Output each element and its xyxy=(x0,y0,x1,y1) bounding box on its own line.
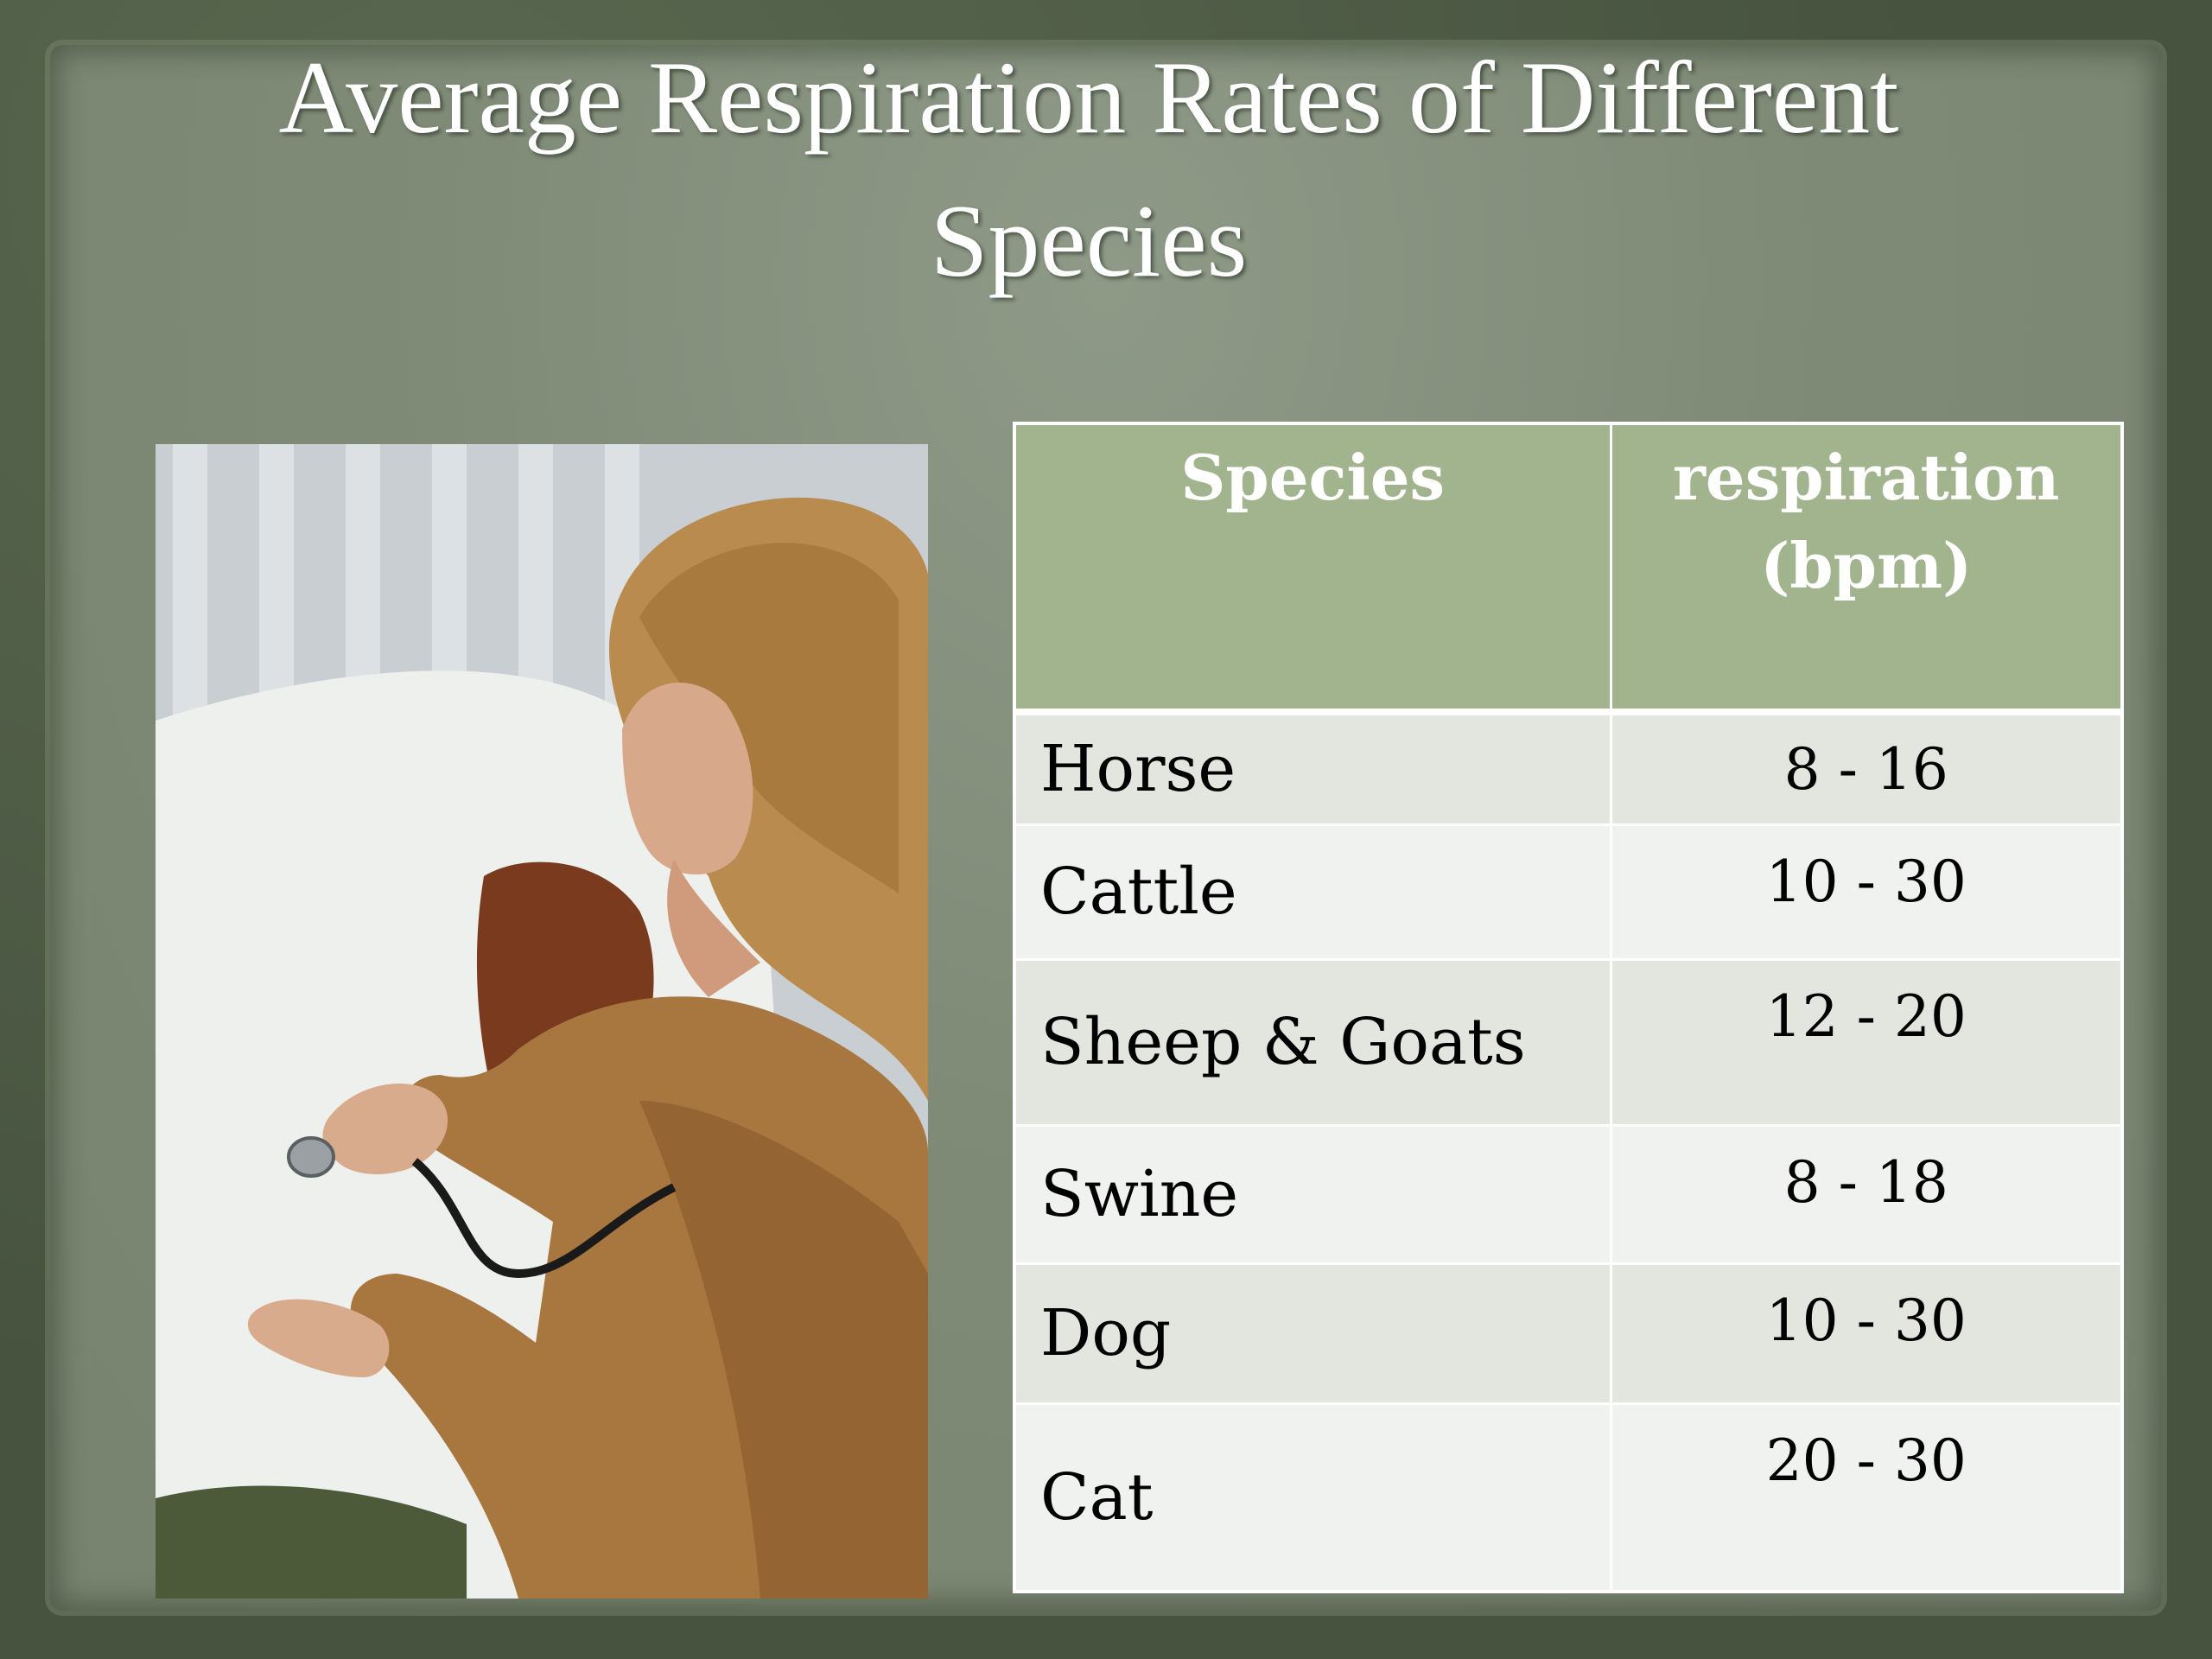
rate-cell: 10 - 30 xyxy=(1611,1263,2122,1405)
table-header-row: Species respiration (bpm) xyxy=(1014,423,2122,715)
table-row: Dog 10 - 30 xyxy=(1014,1263,2122,1405)
species-cell: Cat xyxy=(1014,1403,1612,1593)
species-cell: Horse xyxy=(1014,712,1612,826)
header-respiration-line-1: respiration xyxy=(1672,441,2060,514)
table-row: Swine 8 - 18 xyxy=(1014,1125,2122,1265)
title-line-2: Species xyxy=(930,183,1248,298)
slide-title: Average Respiration Rates of Different S… xyxy=(104,26,2074,313)
table-row: Sheep & Goats 12 - 20 xyxy=(1014,959,2122,1127)
species-cell: Swine xyxy=(1014,1125,1612,1265)
respiration-table: Species respiration (bpm) Horse 8 - 16 C… xyxy=(1013,422,2124,1593)
species-cell: Dog xyxy=(1014,1263,1612,1405)
header-respiration: respiration (bpm) xyxy=(1611,423,2122,715)
rate-cell: 8 - 16 xyxy=(1611,712,2122,826)
header-species: Species xyxy=(1014,423,1612,715)
table-row: Horse 8 - 16 xyxy=(1014,712,2122,826)
table-row: Cattle 10 - 30 xyxy=(1014,824,2122,961)
header-respiration-line-2: (bpm) xyxy=(1760,529,1973,602)
species-cell: Sheep & Goats xyxy=(1014,959,1612,1127)
rate-cell: 20 - 30 xyxy=(1611,1403,2122,1593)
table-row: Cat 20 - 30 xyxy=(1014,1403,2122,1593)
rate-cell: 12 - 20 xyxy=(1611,959,2122,1127)
rate-cell: 8 - 18 xyxy=(1611,1125,2122,1265)
rate-cell: 10 - 30 xyxy=(1611,824,2122,961)
species-cell: Cattle xyxy=(1014,824,1612,961)
vet-photo xyxy=(156,444,928,1599)
title-line-1: Average Respiration Rates of Different xyxy=(278,40,1899,155)
